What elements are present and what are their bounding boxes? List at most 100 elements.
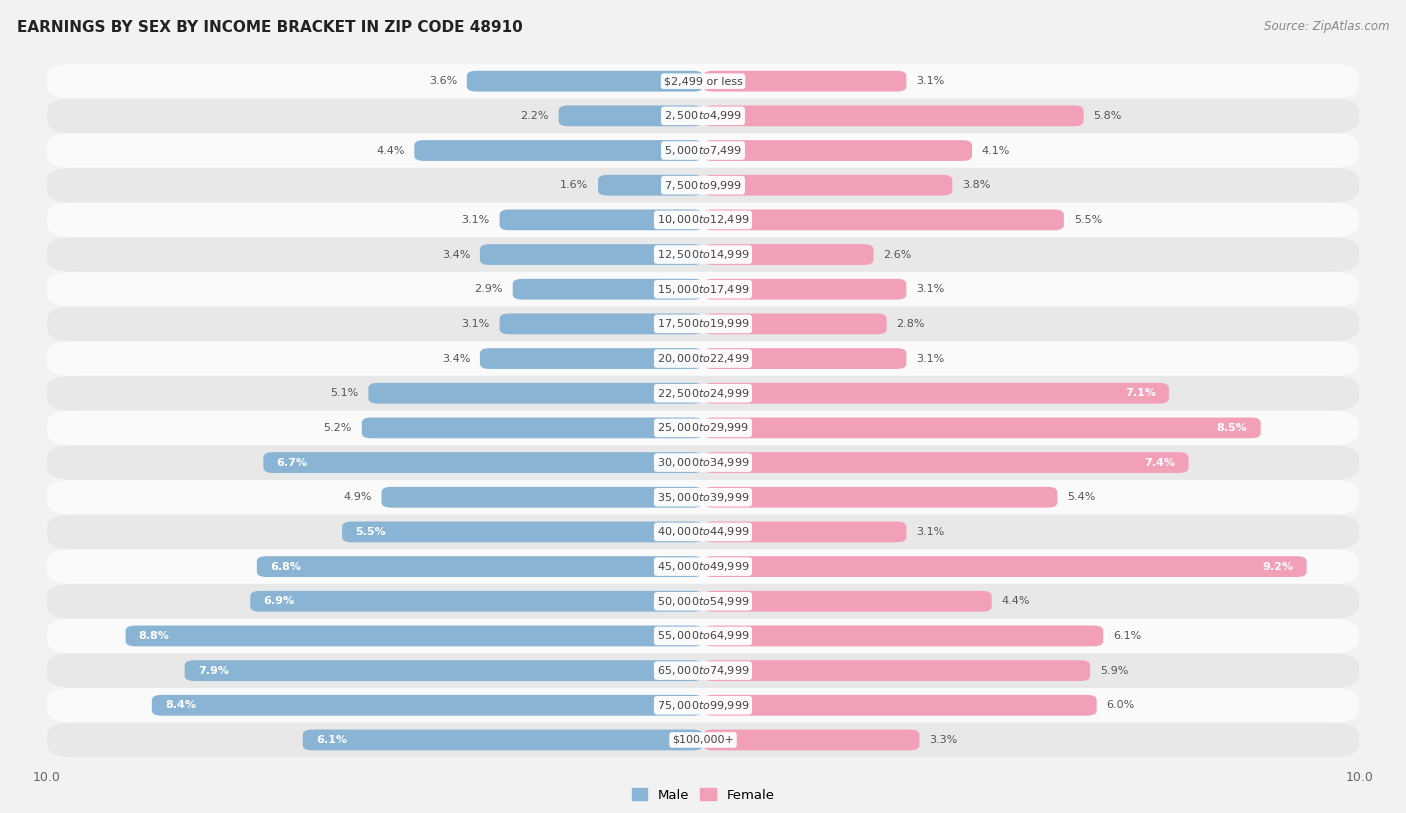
FancyBboxPatch shape <box>46 619 1360 654</box>
Text: 3.3%: 3.3% <box>929 735 957 745</box>
Text: 2.6%: 2.6% <box>883 250 912 259</box>
Text: 4.9%: 4.9% <box>343 492 371 502</box>
FancyBboxPatch shape <box>152 695 703 715</box>
Text: 7.4%: 7.4% <box>1144 458 1175 467</box>
FancyBboxPatch shape <box>250 591 703 611</box>
Text: 6.9%: 6.9% <box>263 596 294 606</box>
FancyBboxPatch shape <box>46 480 1360 515</box>
FancyBboxPatch shape <box>499 210 703 230</box>
Text: 6.0%: 6.0% <box>1107 700 1135 711</box>
FancyBboxPatch shape <box>703 348 907 369</box>
Text: $22,500 to $24,999: $22,500 to $24,999 <box>657 387 749 400</box>
FancyBboxPatch shape <box>558 106 703 126</box>
Text: 9.2%: 9.2% <box>1263 562 1294 572</box>
FancyBboxPatch shape <box>381 487 703 507</box>
FancyBboxPatch shape <box>46 688 1360 723</box>
Text: 7.1%: 7.1% <box>1125 389 1156 398</box>
Text: 8.8%: 8.8% <box>139 631 170 641</box>
FancyBboxPatch shape <box>513 279 703 300</box>
FancyBboxPatch shape <box>46 723 1360 757</box>
FancyBboxPatch shape <box>46 64 1360 98</box>
FancyBboxPatch shape <box>46 167 1360 202</box>
Text: 3.1%: 3.1% <box>917 354 945 363</box>
FancyBboxPatch shape <box>46 411 1360 446</box>
Legend: Male, Female: Male, Female <box>626 783 780 807</box>
Text: 3.6%: 3.6% <box>429 76 457 86</box>
Text: 1.6%: 1.6% <box>560 180 588 190</box>
FancyBboxPatch shape <box>342 521 703 542</box>
Text: $15,000 to $17,499: $15,000 to $17,499 <box>657 283 749 296</box>
FancyBboxPatch shape <box>703 729 920 750</box>
Text: 5.5%: 5.5% <box>1074 215 1102 225</box>
Text: $50,000 to $54,999: $50,000 to $54,999 <box>657 595 749 608</box>
Text: $65,000 to $74,999: $65,000 to $74,999 <box>657 664 749 677</box>
FancyBboxPatch shape <box>703 279 907 300</box>
Text: 3.1%: 3.1% <box>917 76 945 86</box>
Text: 4.4%: 4.4% <box>375 146 405 155</box>
Text: EARNINGS BY SEX BY INCOME BRACKET IN ZIP CODE 48910: EARNINGS BY SEX BY INCOME BRACKET IN ZIP… <box>17 20 523 35</box>
FancyBboxPatch shape <box>703 244 873 265</box>
Text: 3.8%: 3.8% <box>962 180 991 190</box>
Text: 6.1%: 6.1% <box>316 735 347 745</box>
Text: $2,500 to $4,999: $2,500 to $4,999 <box>664 110 742 122</box>
Text: 6.1%: 6.1% <box>1114 631 1142 641</box>
Text: Source: ZipAtlas.com: Source: ZipAtlas.com <box>1264 20 1389 33</box>
FancyBboxPatch shape <box>703 452 1188 473</box>
Text: 3.4%: 3.4% <box>441 354 470 363</box>
Text: 7.9%: 7.9% <box>198 666 229 676</box>
Text: 8.4%: 8.4% <box>165 700 195 711</box>
Text: 5.9%: 5.9% <box>1099 666 1129 676</box>
FancyBboxPatch shape <box>46 272 1360 307</box>
FancyBboxPatch shape <box>46 202 1360 237</box>
Text: 3.4%: 3.4% <box>441 250 470 259</box>
FancyBboxPatch shape <box>703 210 1064 230</box>
FancyBboxPatch shape <box>125 625 703 646</box>
FancyBboxPatch shape <box>46 376 1360 411</box>
Text: 5.1%: 5.1% <box>330 389 359 398</box>
Text: 4.1%: 4.1% <box>981 146 1011 155</box>
Text: 2.9%: 2.9% <box>474 285 503 294</box>
FancyBboxPatch shape <box>703 71 907 92</box>
Text: $5,000 to $7,499: $5,000 to $7,499 <box>664 144 742 157</box>
FancyBboxPatch shape <box>46 98 1360 133</box>
Text: $12,500 to $14,999: $12,500 to $14,999 <box>657 248 749 261</box>
FancyBboxPatch shape <box>703 106 1084 126</box>
Text: 3.1%: 3.1% <box>917 527 945 537</box>
Text: 5.5%: 5.5% <box>356 527 385 537</box>
Text: $10,000 to $12,499: $10,000 to $12,499 <box>657 213 749 226</box>
Text: $75,000 to $99,999: $75,000 to $99,999 <box>657 699 749 711</box>
Text: $45,000 to $49,999: $45,000 to $49,999 <box>657 560 749 573</box>
FancyBboxPatch shape <box>467 71 703 92</box>
Text: 2.2%: 2.2% <box>520 111 548 121</box>
Text: $2,499 or less: $2,499 or less <box>664 76 742 86</box>
FancyBboxPatch shape <box>368 383 703 403</box>
Text: $7,500 to $9,999: $7,500 to $9,999 <box>664 179 742 192</box>
FancyBboxPatch shape <box>703 140 972 161</box>
FancyBboxPatch shape <box>703 521 907 542</box>
Text: 5.2%: 5.2% <box>323 423 352 433</box>
FancyBboxPatch shape <box>184 660 703 681</box>
FancyBboxPatch shape <box>703 487 1057 507</box>
FancyBboxPatch shape <box>263 452 703 473</box>
FancyBboxPatch shape <box>479 348 703 369</box>
FancyBboxPatch shape <box>46 133 1360 167</box>
Text: 8.5%: 8.5% <box>1216 423 1247 433</box>
FancyBboxPatch shape <box>46 515 1360 550</box>
Text: $17,500 to $19,999: $17,500 to $19,999 <box>657 317 749 330</box>
Text: $40,000 to $44,999: $40,000 to $44,999 <box>657 525 749 538</box>
FancyBboxPatch shape <box>479 244 703 265</box>
FancyBboxPatch shape <box>703 625 1104 646</box>
FancyBboxPatch shape <box>703 175 952 196</box>
Text: $25,000 to $29,999: $25,000 to $29,999 <box>657 421 749 434</box>
FancyBboxPatch shape <box>703 418 1261 438</box>
FancyBboxPatch shape <box>415 140 703 161</box>
FancyBboxPatch shape <box>46 654 1360 688</box>
Text: 5.4%: 5.4% <box>1067 492 1095 502</box>
FancyBboxPatch shape <box>46 237 1360 272</box>
Text: 3.1%: 3.1% <box>461 319 489 329</box>
Text: 5.8%: 5.8% <box>1094 111 1122 121</box>
FancyBboxPatch shape <box>703 695 1097 715</box>
FancyBboxPatch shape <box>703 660 1090 681</box>
FancyBboxPatch shape <box>703 383 1168 403</box>
FancyBboxPatch shape <box>46 307 1360 341</box>
